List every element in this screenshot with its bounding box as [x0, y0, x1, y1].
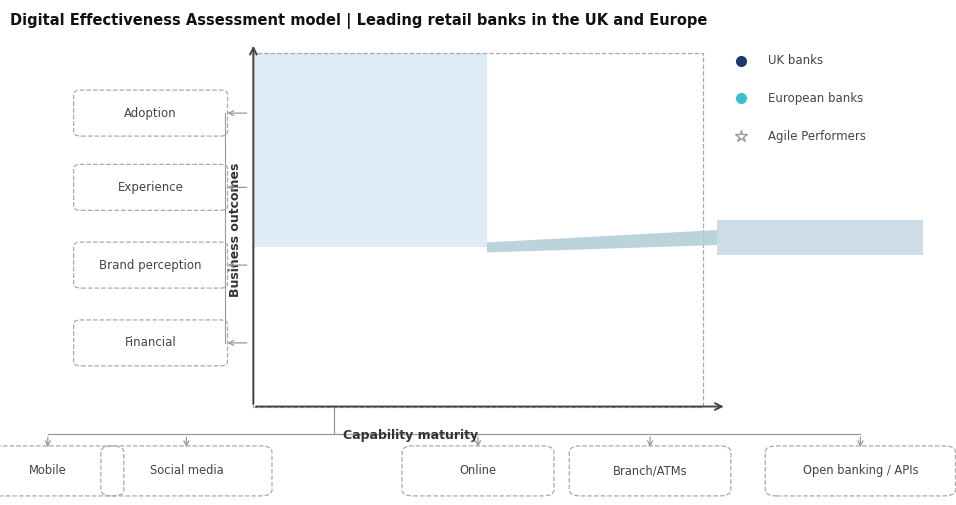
Text: Financial: Financial	[124, 336, 177, 349]
Text: Online: Online	[460, 465, 496, 477]
Text: European banks: European banks	[768, 92, 863, 105]
Text: Digital Effectiveness Assessment model | Leading retail banks in the UK and Euro: Digital Effectiveness Assessment model |…	[10, 13, 706, 29]
Text: Capability maturity: Capability maturity	[343, 429, 478, 442]
Text: Brand perception: Brand perception	[99, 259, 202, 272]
Text: Business outcomes: Business outcomes	[228, 163, 242, 297]
Text: Digital Banking Leaders: Digital Banking Leaders	[741, 231, 899, 244]
Text: Branch/ATMs: Branch/ATMs	[613, 465, 687, 477]
Polygon shape	[487, 230, 722, 252]
Text: UK banks: UK banks	[768, 54, 823, 67]
Text: Agile Performers: Agile Performers	[768, 130, 866, 143]
Text: Adoption: Adoption	[124, 107, 177, 120]
Bar	[253, 53, 703, 407]
Text: Mobile: Mobile	[29, 465, 67, 477]
FancyBboxPatch shape	[717, 220, 923, 255]
Text: Open banking / APIs: Open banking / APIs	[803, 465, 918, 477]
Bar	[253, 53, 487, 247]
Text: Social media: Social media	[149, 465, 224, 477]
Text: Experience: Experience	[118, 181, 184, 194]
